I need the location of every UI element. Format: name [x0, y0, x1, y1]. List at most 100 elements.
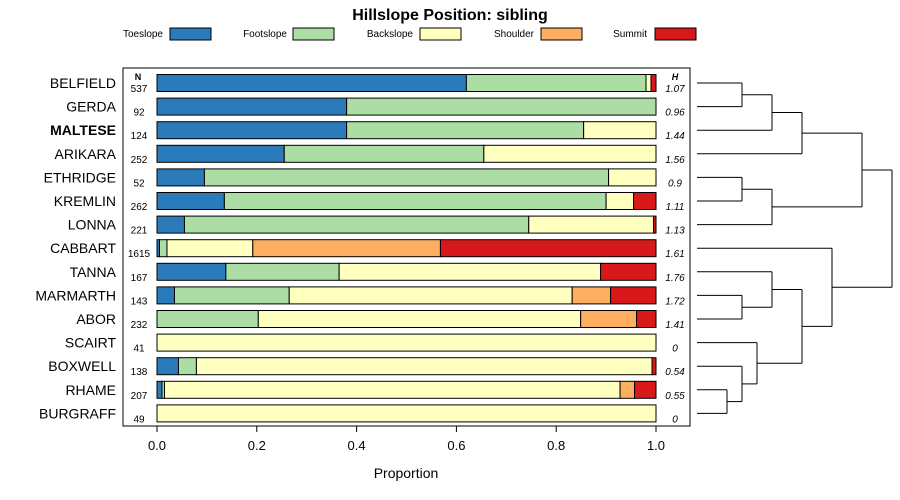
bar-boxwell-footslope: [177, 357, 197, 376]
h-value-marmarth: 1.72: [665, 296, 685, 307]
n-value-tanna: 167: [131, 273, 148, 284]
legend-label-toeslope: Toeslope: [123, 29, 163, 40]
h-value-belfield: 1.07: [665, 84, 685, 95]
bar-marmarth-summit: [610, 286, 657, 305]
h-value-abor: 1.41: [665, 320, 684, 331]
row-label-boxwell: BOXWELL: [48, 358, 116, 374]
bar-cabbart-backslope: [166, 239, 254, 258]
bar-kremlin-toeslope: [156, 192, 225, 210]
row-label-marmarth: MARMARTH: [35, 287, 116, 303]
legend-swatch-summit: [654, 27, 697, 41]
bar-boxwell-summit: [651, 357, 657, 376]
n-value-kremlin: 262: [131, 202, 148, 213]
h-value-scairt: 0: [672, 344, 678, 355]
x-tick-label-4: 0.8: [547, 438, 565, 453]
bar-kremlin-footslope: [223, 192, 607, 210]
row-label-belfield: BELFIELD: [50, 75, 116, 91]
row-label-burgraff: BURGRAFF: [39, 405, 116, 421]
n-value-boxwell: 138: [131, 367, 148, 378]
bar-maltese-footslope: [346, 121, 585, 140]
h-value-gerda: 0.96: [665, 108, 685, 119]
legend-swatch-shoulder: [540, 27, 583, 41]
bar-marmarth-shoulder: [571, 286, 612, 305]
h-value-maltese: 1.44: [665, 131, 685, 142]
bar-boxwell-toeslope: [156, 357, 179, 376]
dendrogram: [697, 82, 893, 414]
bar-arikara-footslope: [283, 144, 485, 163]
bar-scairt-backslope: [156, 333, 657, 352]
n-value-ethridge: 52: [133, 178, 145, 189]
bar-ethridge-backslope: [608, 168, 657, 187]
row-label-kremlin: KREMLIN: [54, 193, 116, 209]
n-value-arikara: 252: [131, 155, 148, 166]
legend-label-shoulder: Shoulder: [494, 29, 535, 40]
h-value-ethridge: 0.9: [668, 178, 682, 189]
row-label-lonna: LONNA: [68, 217, 117, 233]
n-column-header: N: [135, 72, 142, 82]
bar-maltese-backslope: [583, 121, 657, 140]
x-axis: 0.0 0.2 0.4 0.6 0.8 1.0: [148, 426, 665, 453]
h-column-header: H: [672, 72, 679, 82]
bar-belfield-toeslope: [156, 74, 467, 92]
h-value-rhame: 0.55: [665, 391, 685, 402]
x-tick-label-0: 0.0: [148, 438, 166, 453]
bar-kremlin-summit: [633, 192, 657, 210]
row-label-ethridge: ETHRIDGE: [44, 169, 116, 185]
bar-gerda-toeslope: [156, 97, 348, 116]
bar-lonna-backslope: [528, 215, 655, 234]
bar-arikara-backslope: [483, 144, 657, 163]
legend-label-summit: Summit: [613, 29, 647, 40]
row-label-maltese: MALTESE: [50, 122, 116, 138]
h-value-cabbart: 1.61: [665, 249, 684, 260]
row-label-gerda: GERDA: [66, 99, 116, 115]
x-tick-label-2: 0.4: [348, 438, 366, 453]
legend-swatch-toeslope: [169, 27, 212, 41]
n-value-scairt: 41: [133, 344, 145, 355]
bar-abor-summit: [636, 310, 657, 328]
bar-maltese-toeslope: [156, 121, 348, 140]
row-label-tanna: TANNA: [70, 264, 117, 280]
bar-marmarth-backslope: [288, 286, 573, 305]
bar-cabbart-footslope: [158, 239, 168, 258]
x-axis-label: Proportion: [374, 465, 439, 481]
n-value-belfield: 537: [131, 84, 148, 95]
bar-abor-footslope: [156, 310, 259, 328]
bar-belfield-footslope: [465, 74, 647, 92]
x-tick-label-5: 1.0: [647, 438, 665, 453]
bar-burgraff-backslope: [156, 404, 657, 423]
bar-belfield-backslope: [645, 74, 652, 92]
row-label-scairt: SCAIRT: [65, 335, 117, 351]
row-label-cabbart: CABBART: [50, 240, 116, 256]
chart-title: Hillslope Position: sibling: [352, 7, 548, 24]
bar-tanna-toeslope: [156, 262, 227, 281]
h-value-lonna: 1.13: [665, 226, 685, 237]
n-value-cabbart: 1615: [128, 249, 151, 260]
bar-cabbart-shoulder: [252, 239, 441, 258]
n-value-maltese: 124: [131, 131, 148, 142]
bar-gerda-footslope: [346, 97, 657, 116]
bar-arikara-toeslope: [156, 144, 285, 163]
bar-cabbart-summit: [439, 239, 657, 258]
bar-lonna-summit: [653, 215, 657, 234]
row-label-rhame: RHAME: [65, 382, 116, 398]
legend-label-footslope: Footslope: [243, 29, 287, 40]
bar-boxwell-backslope: [195, 357, 653, 376]
h-value-tanna: 1.76: [665, 273, 685, 284]
n-value-rhame: 207: [131, 391, 148, 402]
h-value-boxwell: 0.54: [665, 367, 685, 378]
row-label-abor: ABOR: [76, 311, 116, 327]
n-value-marmarth: 143: [131, 296, 148, 307]
bar-rows: BELFIELD 537 1.07 GERDA 92 0.96 MALTESE 124 1.44…: [35, 74, 685, 425]
x-tick-label-1: 0.2: [248, 438, 266, 453]
bar-belfield-summit: [650, 74, 657, 92]
x-tick-label-3: 0.6: [447, 438, 465, 453]
legend-swatch-footslope: [292, 27, 335, 41]
bar-lonna-footslope: [183, 215, 530, 234]
legend-label-backslope: Backslope: [367, 29, 414, 40]
legend: Toeslope Footslope Backslope Shoulder Summit: [123, 27, 697, 41]
n-value-abor: 232: [131, 320, 148, 331]
plot-frame: [122, 67, 691, 427]
bar-abor-backslope: [257, 310, 582, 328]
bar-tanna-backslope: [338, 262, 602, 281]
